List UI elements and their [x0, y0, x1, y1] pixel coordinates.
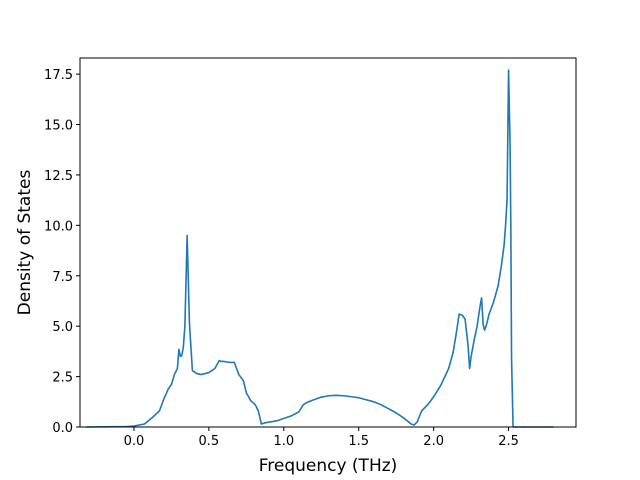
x-tick-label: 1.0 [273, 434, 294, 449]
y-tick-label: 0.0 [52, 421, 73, 436]
y-tick-label: 5.0 [52, 320, 73, 335]
y-tick-label: 2.5 [52, 371, 73, 386]
y-tick-label: 15.0 [44, 119, 73, 134]
y-axis: 0.0 2.5 5.0 7.5 10.0 12.5 15.0 17.5 [44, 68, 80, 436]
y-tick-label: 12.5 [44, 169, 73, 184]
y-axis-label: Density of States [15, 170, 35, 316]
y-tick-label: 17.5 [44, 68, 73, 83]
x-tick-label: 1.5 [348, 434, 369, 449]
x-axis: 0.0 0.5 1.0 1.5 2.0 2.5 [124, 427, 519, 449]
x-tick-label: 2.0 [423, 434, 444, 449]
x-tick-label: 0.5 [199, 434, 220, 449]
x-tick-label: 2.5 [498, 434, 519, 449]
x-tick-label: 0.0 [124, 434, 145, 449]
dos-line-series-0 [85, 69, 554, 428]
y-tick-label: 10.0 [44, 219, 73, 234]
plot-area [85, 69, 554, 428]
x-axis-label: Frequency (THz) [259, 456, 398, 476]
axes-frame [79, 57, 577, 428]
y-tick-label: 7.5 [52, 270, 73, 285]
